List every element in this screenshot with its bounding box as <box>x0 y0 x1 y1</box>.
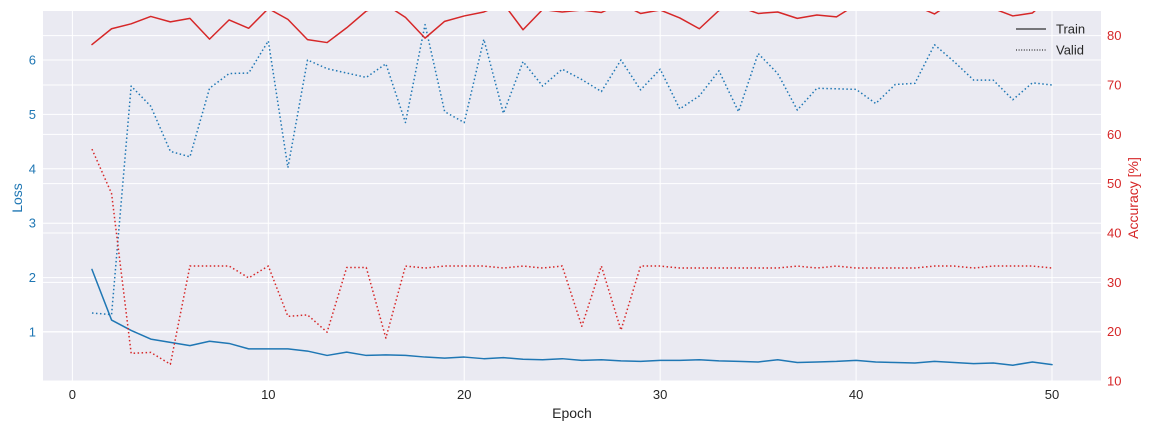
left-y-tick-label: 1 <box>29 325 36 340</box>
right-y-ticks: 10 20 30 40 50 60 70 80 <box>1107 28 1121 388</box>
left-y-tick-label: 4 <box>29 161 36 176</box>
x-tick-label: 0 <box>69 387 76 402</box>
left-y-tick-label: 5 <box>29 107 36 122</box>
legend: Train Valid <box>1016 22 1085 58</box>
right-y-tick-label: 20 <box>1107 324 1121 339</box>
x-tick-label: 30 <box>653 387 667 402</box>
series <box>91 11 1053 366</box>
x-tick-label: 40 <box>849 387 863 402</box>
series-train-loss <box>91 268 1053 366</box>
left-y-tick-label: 3 <box>29 216 36 231</box>
right-y-tick-label: 70 <box>1107 78 1121 93</box>
right-y-axis-label: Accuracy [%] <box>1125 157 1141 239</box>
x-tick-label: 50 <box>1045 387 1059 402</box>
right-y-tick-label: 80 <box>1107 28 1121 43</box>
left-y-axis-label: Loss <box>9 183 25 213</box>
series-valid-loss <box>91 23 1053 316</box>
series-valid-accuracy <box>91 148 1053 365</box>
right-y-tick-label: 50 <box>1107 176 1121 191</box>
plot-background <box>43 11 1101 381</box>
legend-valid-label: Valid <box>1056 43 1084 58</box>
left-y-tick-label: 2 <box>29 270 36 285</box>
series-train-accuracy <box>91 11 1036 46</box>
right-y-tick-label: 40 <box>1107 226 1121 241</box>
left-y-ticks: 1 2 3 4 5 6 <box>29 52 36 339</box>
left-y-tick-label: 6 <box>29 52 36 67</box>
x-axis-label: Epoch <box>552 405 592 421</box>
right-y-tick-label: 60 <box>1107 127 1121 142</box>
x-tick-label: 10 <box>261 387 275 402</box>
right-y-tick-label: 30 <box>1107 275 1121 290</box>
right-y-tick-label: 10 <box>1107 374 1121 389</box>
legend-train-label: Train <box>1056 22 1085 37</box>
x-tick-label: 20 <box>457 387 471 402</box>
grid <box>43 11 1101 382</box>
x-ticks: 0 10 20 30 40 50 <box>69 387 1059 402</box>
